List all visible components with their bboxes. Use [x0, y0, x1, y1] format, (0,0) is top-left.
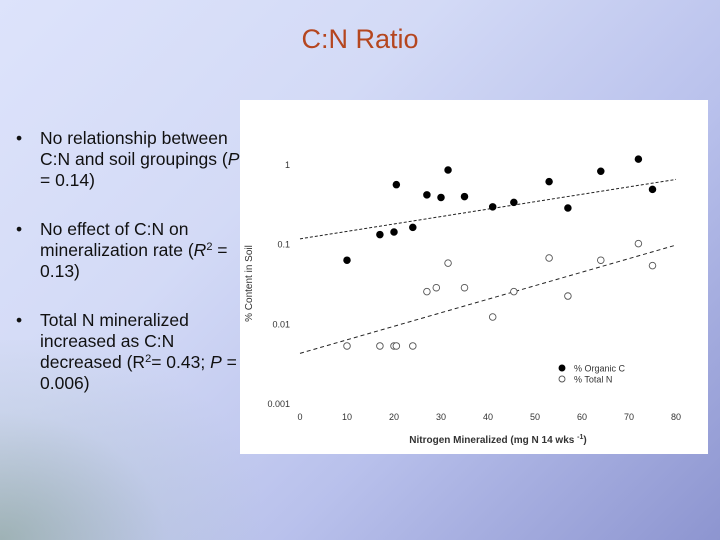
- bullet-3-superscript: 2: [145, 353, 152, 365]
- y-tick-label: 0.1: [277, 240, 290, 250]
- total-n-point: [444, 259, 452, 267]
- organic-c-point: [597, 167, 605, 176]
- organic-c-point: [510, 198, 518, 207]
- total-n-point: [648, 261, 657, 270]
- organic-c-point: [648, 185, 657, 194]
- bullet-dot: •: [16, 310, 23, 330]
- bullet-3-tail: = 0.006): [40, 352, 237, 393]
- organic-c-point: [545, 177, 553, 186]
- organic-c-point: [409, 223, 417, 232]
- background-corner-shade: [0, 340, 260, 540]
- total-n-point: [597, 256, 605, 264]
- y-axis-label: % Content in Soil: [244, 245, 255, 322]
- organic-c-point: [634, 155, 643, 163]
- organic-c-point: [376, 230, 384, 239]
- x-tick-label: 40: [483, 412, 493, 422]
- bullet-1-italic: P: [227, 149, 240, 169]
- organic-c-point: [390, 228, 398, 236]
- organic-c-point: [437, 193, 445, 202]
- x-axis-label: Nitrogen Mineralized (mg N 14 wks -1): [409, 434, 586, 446]
- legend-label: % Total N: [574, 375, 612, 385]
- organic-c-point: [460, 192, 469, 201]
- y-tick-label: 0.001: [267, 399, 290, 409]
- x-tick-label: 10: [342, 412, 352, 422]
- total-n-point: [510, 287, 518, 296]
- legend-marker: [558, 364, 566, 372]
- total-n-point: [634, 239, 643, 248]
- x-tick-label: 50: [530, 412, 540, 422]
- bullet-item-2: • No effect of C:N on mineralization rate…: [14, 219, 250, 282]
- total-n-point: [545, 254, 553, 262]
- chart-panel: 1 0.1 0.01 0.001 0 10 20 30 40 50 60 70 80 % Content …: [240, 100, 708, 454]
- organic-c-point: [444, 166, 452, 174]
- x-tick-label: 60: [577, 412, 587, 422]
- trendline-organic-c: [299, 178, 677, 240]
- x-tick-label: 80: [671, 412, 681, 422]
- total-n-point: [423, 287, 431, 296]
- bullet-2-tail: = 0.13): [40, 240, 228, 281]
- bullet-dot: •: [16, 219, 23, 239]
- bullet-list: • No relationship between C:N and soil gr…: [14, 128, 250, 422]
- bullet-3-text: Total N mineralized increased as C:N dec…: [40, 310, 189, 372]
- total-n-point: [392, 342, 401, 350]
- organic-c-point: [488, 203, 497, 211]
- bullet-item-1: • No relationship between C:N and soil gr…: [14, 128, 250, 191]
- trendline-total-n: [299, 244, 677, 354]
- organic-c-point: [392, 180, 401, 189]
- bullet-2-text: No effect of C:N on mineralization rate …: [40, 219, 194, 260]
- organic-c-point: [423, 191, 431, 199]
- scatter-chart: 1 0.1 0.01 0.001 0 10 20 30 40 50 60 70 80 % Content …: [244, 155, 681, 446]
- organic-c-point: [564, 204, 572, 212]
- bullet-1-text: No relationship between C:N and soil gro…: [40, 128, 228, 169]
- bullet-3-mid: = 0.43;: [151, 352, 211, 372]
- bullet-dot: •: [16, 128, 23, 148]
- y-tick-label: 0.01: [272, 319, 290, 329]
- legend-marker: [558, 375, 566, 383]
- total-n-point: [343, 342, 351, 350]
- bullet-1-tail: = 0.14): [40, 170, 95, 190]
- x-tick-label: 70: [624, 412, 634, 422]
- total-n-point: [488, 313, 497, 321]
- total-n-point: [564, 292, 572, 300]
- bullet-2-italic: R: [193, 240, 207, 260]
- y-tick-label: 1: [285, 160, 290, 170]
- total-n-point: [376, 342, 384, 350]
- total-n-point: [409, 342, 417, 350]
- bullet-item-3: • Total N mineralized increased as C:N de…: [14, 310, 250, 394]
- organic-c-point: [343, 256, 351, 264]
- slide-title: C:N Ratio: [301, 24, 419, 54]
- legend-label: % Organic C: [574, 364, 626, 374]
- bullet-2-superscript: 2: [206, 241, 213, 253]
- x-tick-label: 20: [389, 412, 399, 422]
- bullet-3-italic: P: [210, 352, 222, 372]
- total-n-point: [432, 283, 441, 292]
- x-tick-label: 0: [297, 412, 302, 422]
- x-tick-label: 30: [436, 412, 446, 422]
- total-n-point: [460, 283, 469, 292]
